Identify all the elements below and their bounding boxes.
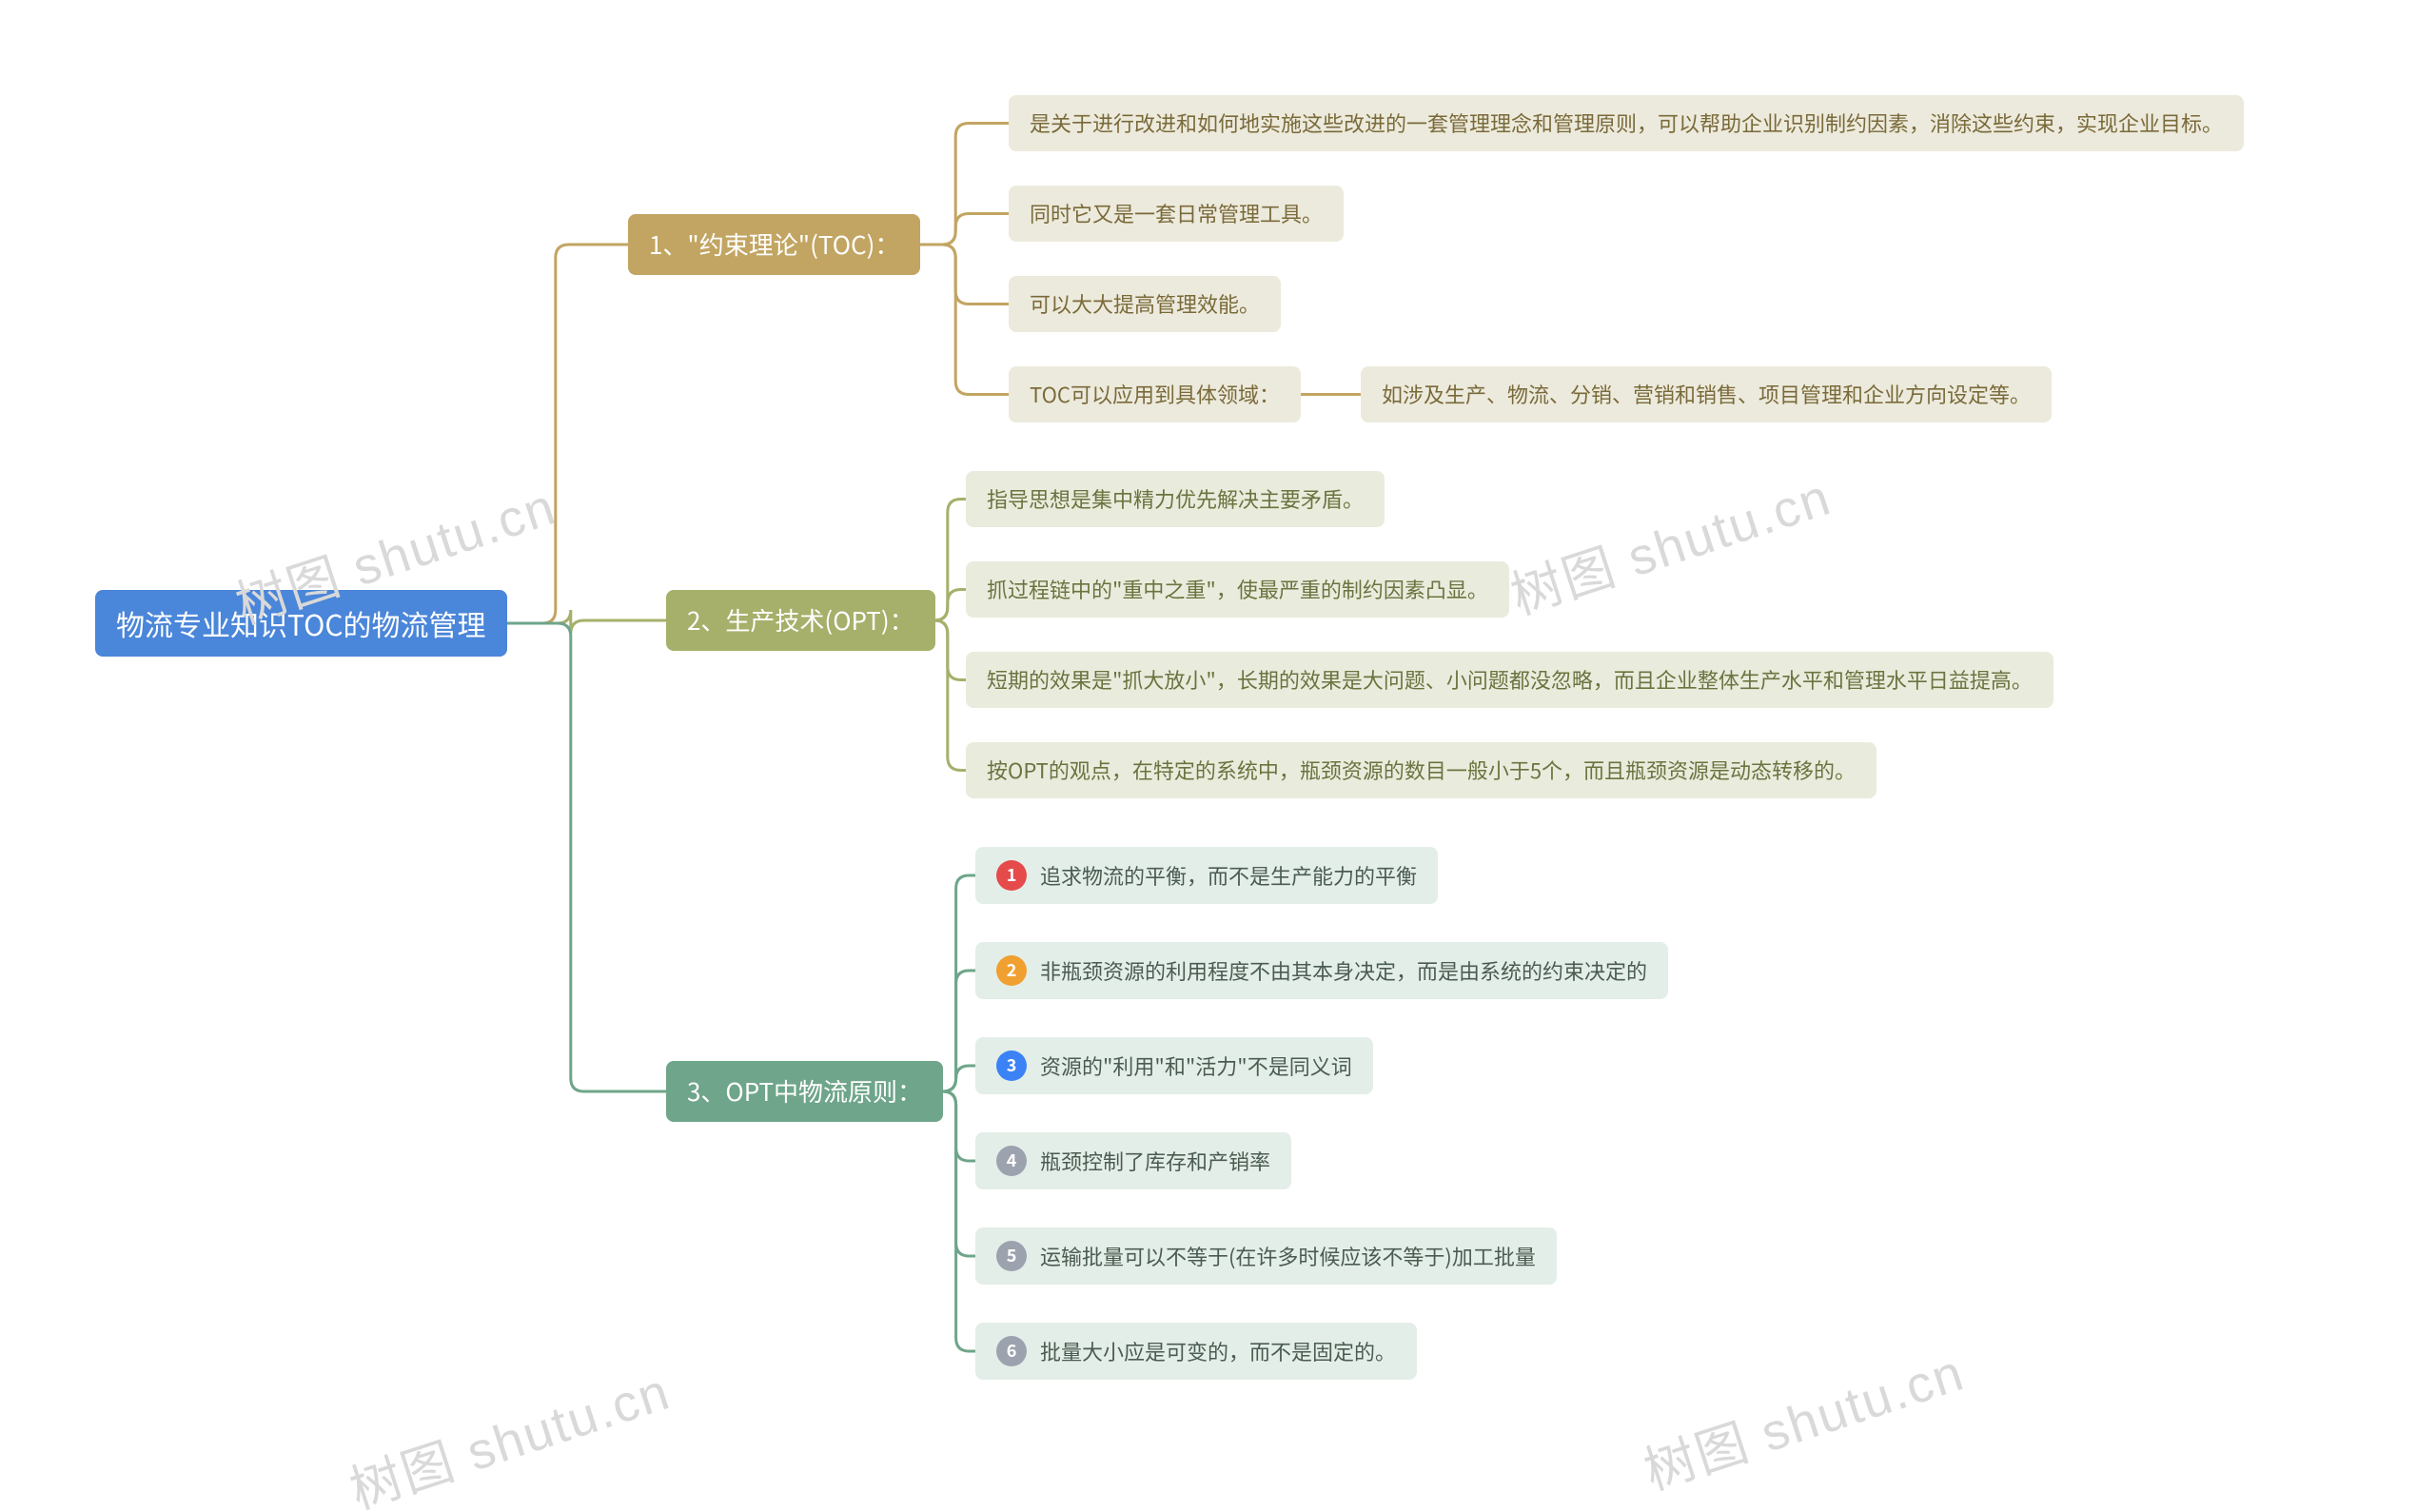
leaf-node[interactable]: TOC可以应用到具体领域： (1009, 366, 1301, 422)
watermark: 树图 shutu.cn (339, 1349, 678, 1512)
branch-node[interactable]: 2、生产技术(OPT)： (666, 590, 935, 651)
number-badge: 1 (996, 860, 1027, 891)
leaf-node[interactable]: 1 追求物流的平衡，而不是生产能力的平衡 (975, 847, 1438, 904)
leaf-node[interactable]: 可以大大提高管理效能。 (1009, 276, 1281, 332)
leaf-node[interactable]: 同时它又是一套日常管理工具。 (1009, 186, 1344, 242)
leaf-label: 资源的"利用"和"活力"不是同义词 (1040, 1051, 1352, 1081)
leaf-node[interactable]: 短期的效果是"抓大放小"，长期的效果是大问题、小问题都没忽略，而且企业整体生产水… (966, 652, 2053, 708)
leaf-label: 批量大小应是可变的，而不是固定的。 (1040, 1337, 1396, 1366)
root-node[interactable]: 物流专业知识TOC的物流管理 (95, 590, 507, 657)
number-badge: 5 (996, 1241, 1027, 1271)
leaf-node[interactable]: 按OPT的观点，在特定的系统中，瓶颈资源的数目一般小于5个，而且瓶颈资源是动态转… (966, 742, 1876, 798)
leaf-label: 非瓶颈资源的利用程度不由其本身决定，而是由系统的约束决定的 (1040, 956, 1647, 986)
branch-node[interactable]: 3、OPT中物流原则： (666, 1061, 943, 1122)
leaf-node[interactable]: 是关于进行改进和如何地实施这些改进的一套管理理念和管理原则，可以帮助企业识别制约… (1009, 95, 2244, 151)
leaf-label: 瓶颈控制了库存和产销率 (1040, 1147, 1270, 1176)
watermark: 树图 shutu.cn (1500, 455, 1838, 629)
mindmap-canvas: 物流专业知识TOC的物流管理 1、"约束理论"(TOC)： 是关于进行改进和如何地实… (0, 0, 2436, 1512)
number-badge: 3 (996, 1051, 1027, 1081)
leaf-label: 运输批量可以不等于(在许多时候应该不等于)加工批量 (1040, 1242, 1536, 1271)
branch-node[interactable]: 1、"约束理论"(TOC)： (628, 214, 920, 275)
leaf-node[interactable]: 5 运输批量可以不等于(在许多时候应该不等于)加工批量 (975, 1227, 1557, 1285)
leaf-node[interactable]: 6 批量大小应是可变的，而不是固定的。 (975, 1323, 1417, 1380)
leaf-label: 追求物流的平衡，而不是生产能力的平衡 (1040, 861, 1417, 891)
leaf-node[interactable]: 2 非瓶颈资源的利用程度不由其本身决定，而是由系统的约束决定的 (975, 942, 1668, 999)
leaf-node[interactable]: 3 资源的"利用"和"活力"不是同义词 (975, 1037, 1373, 1094)
number-badge: 6 (996, 1336, 1027, 1366)
leaf-node[interactable]: 4 瓶颈控制了库存和产销率 (975, 1132, 1291, 1189)
leaf-node[interactable]: 如涉及生产、物流、分销、营销和销售、项目管理和企业方向设定等。 (1361, 366, 2052, 422)
watermark: 树图 shutu.cn (1633, 1330, 1972, 1504)
number-badge: 4 (996, 1146, 1027, 1176)
number-badge: 2 (996, 955, 1027, 986)
leaf-node[interactable]: 抓过程链中的"重中之重"，使最严重的制约因素凸显。 (966, 561, 1509, 618)
leaf-node[interactable]: 指导思想是集中精力优先解决主要矛盾。 (966, 471, 1385, 527)
